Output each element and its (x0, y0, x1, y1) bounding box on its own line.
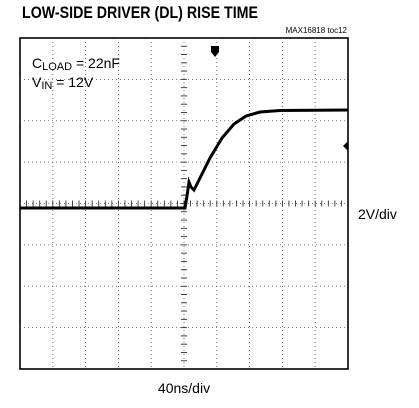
level-marker (343, 141, 348, 151)
title: LOW-SIDE DRIVER (DL) RISE TIME (22, 3, 258, 22)
figure-id: MAX16818 toc12 (286, 26, 348, 35)
trigger-marker (211, 46, 219, 57)
annotation-symbol: V (32, 74, 42, 90)
annotation-text: = 22nF (72, 55, 120, 71)
annotation-symbol: C (32, 55, 42, 71)
vertical-scale: 2V/div (358, 206, 397, 222)
annotation-subscript: LOAD (42, 61, 72, 73)
horizontal-scale: 40ns/div (158, 380, 210, 396)
annotation-text: = 12V (52, 74, 94, 90)
annotation: CLOAD = 22nF (32, 55, 120, 73)
trace (20, 108, 349, 210)
annotation-subscript: IN (41, 80, 52, 92)
annotation: VIN = 12V (32, 74, 94, 92)
